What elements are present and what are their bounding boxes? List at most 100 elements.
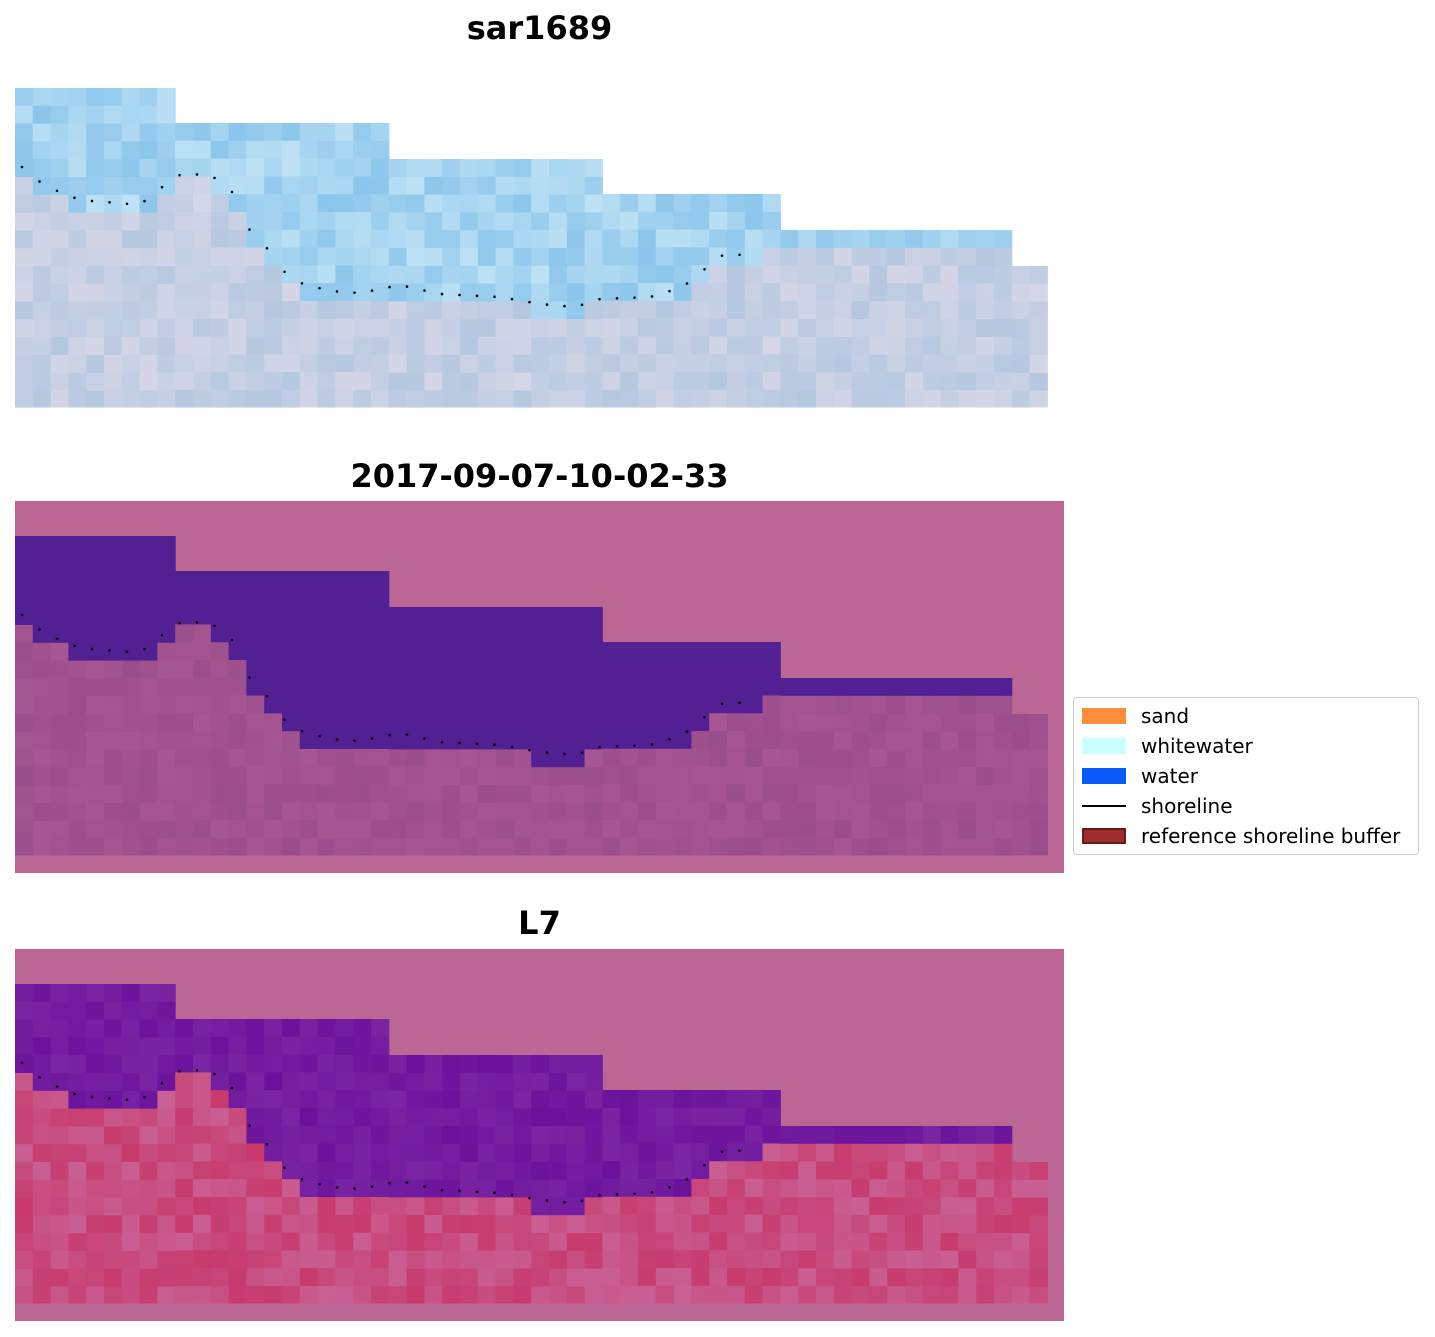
- image-pixel: [566, 1055, 586, 1074]
- overlay-background: [15, 501, 1064, 873]
- image-pixel: [15, 1162, 34, 1181]
- image-pixel: [68, 1073, 87, 1092]
- image-pixel: [406, 230, 425, 249]
- image-pixel: [32, 749, 52, 768]
- image-pixel: [68, 194, 87, 214]
- image-pixel: [709, 336, 728, 355]
- shoreline-point: [650, 295, 654, 298]
- image-pixel: [495, 1161, 514, 1181]
- image-pixel: [424, 194, 443, 213]
- image-pixel: [922, 678, 942, 697]
- image-pixel: [531, 1108, 550, 1127]
- image-pixel: [15, 1197, 34, 1216]
- image-pixel: [477, 802, 497, 822]
- image-pixel: [317, 660, 336, 679]
- image-pixel: [620, 389, 639, 408]
- image-pixel: [424, 749, 443, 768]
- image-pixel: [691, 695, 710, 714]
- image-pixel: [620, 247, 639, 266]
- shoreline-point: [598, 745, 601, 749]
- image-pixel: [264, 1179, 283, 1198]
- image-pixel: [335, 766, 354, 786]
- image-pixel: [442, 390, 461, 408]
- image-pixel: [549, 660, 568, 679]
- image-pixel: [495, 248, 514, 267]
- image-pixel: [175, 318, 194, 338]
- image-pixel: [175, 372, 194, 391]
- image-pixel: [68, 283, 87, 303]
- image-pixel: [388, 838, 408, 856]
- shoreline-point: [195, 173, 199, 176]
- image-pixel: [68, 1037, 87, 1056]
- image-pixel: [371, 1286, 390, 1304]
- image-pixel: [691, 659, 710, 679]
- image-pixel: [68, 266, 87, 285]
- image-pixel: [32, 1037, 52, 1056]
- image-pixel: [460, 1144, 479, 1163]
- image-pixel: [976, 1232, 995, 1252]
- image-pixel: [121, 553, 141, 573]
- image-pixel: [620, 1161, 639, 1180]
- image-pixel: [371, 660, 390, 679]
- image-pixel: [335, 731, 354, 750]
- image-pixel: [139, 553, 158, 573]
- image-pixel: [210, 1161, 230, 1180]
- image-pixel: [976, 265, 995, 284]
- image-pixel: [15, 88, 34, 107]
- image-pixel: [531, 660, 550, 679]
- image-pixel: [335, 838, 354, 856]
- image-pixel: [709, 1107, 728, 1127]
- image-pixel: [958, 713, 977, 732]
- image-pixel: [210, 749, 230, 768]
- image-pixel: [175, 1019, 194, 1038]
- image-pixel: [282, 749, 301, 768]
- image-pixel: [32, 212, 52, 231]
- image-pixel: [460, 1055, 479, 1074]
- image-pixel: [299, 1108, 319, 1127]
- image-pixel: [15, 1179, 34, 1199]
- image-pixel: [139, 194, 158, 214]
- image-pixel: [282, 838, 301, 856]
- image-pixel: [566, 354, 586, 374]
- image-pixel: [727, 336, 746, 355]
- shoreline-point: [143, 199, 146, 203]
- image-pixel: [50, 301, 69, 320]
- image-pixel: [139, 696, 158, 715]
- image-pixel: [32, 1197, 52, 1216]
- image-pixel: [638, 1179, 657, 1198]
- image-pixel: [762, 802, 781, 821]
- image-pixel: [477, 212, 497, 231]
- image-pixel: [442, 696, 461, 715]
- image-pixel: [531, 731, 550, 750]
- image-pixel: [335, 820, 354, 839]
- image-pixel: [905, 1232, 924, 1252]
- image-pixel: [86, 749, 105, 768]
- image-pixel: [513, 696, 532, 715]
- image-pixel: [513, 1233, 532, 1252]
- image-pixel: [762, 265, 781, 284]
- image-pixel: [139, 785, 158, 804]
- shoreline-point: [353, 291, 356, 294]
- image-pixel: [50, 820, 69, 840]
- image-pixel: [549, 1072, 568, 1092]
- image-pixel: [335, 784, 354, 803]
- image-pixel: [228, 318, 247, 338]
- image-pixel: [388, 1250, 408, 1270]
- image-pixel: [86, 642, 105, 662]
- image-pixel: [994, 265, 1013, 284]
- image-pixel: [157, 678, 176, 697]
- image-pixel: [460, 1197, 479, 1216]
- image-pixel: [922, 390, 942, 408]
- image-pixel: [727, 389, 746, 408]
- image-pixel: [388, 749, 408, 768]
- image-pixel: [157, 88, 176, 107]
- image-pixel: [495, 159, 514, 178]
- image-pixel: [175, 158, 194, 177]
- image-pixel: [139, 749, 158, 768]
- image-pixel: [780, 713, 799, 732]
- image-pixel: [193, 1019, 212, 1038]
- image-pixel: [531, 713, 550, 733]
- image-pixel: [246, 624, 265, 643]
- image-pixel: [139, 123, 158, 142]
- image-pixel: [282, 336, 301, 355]
